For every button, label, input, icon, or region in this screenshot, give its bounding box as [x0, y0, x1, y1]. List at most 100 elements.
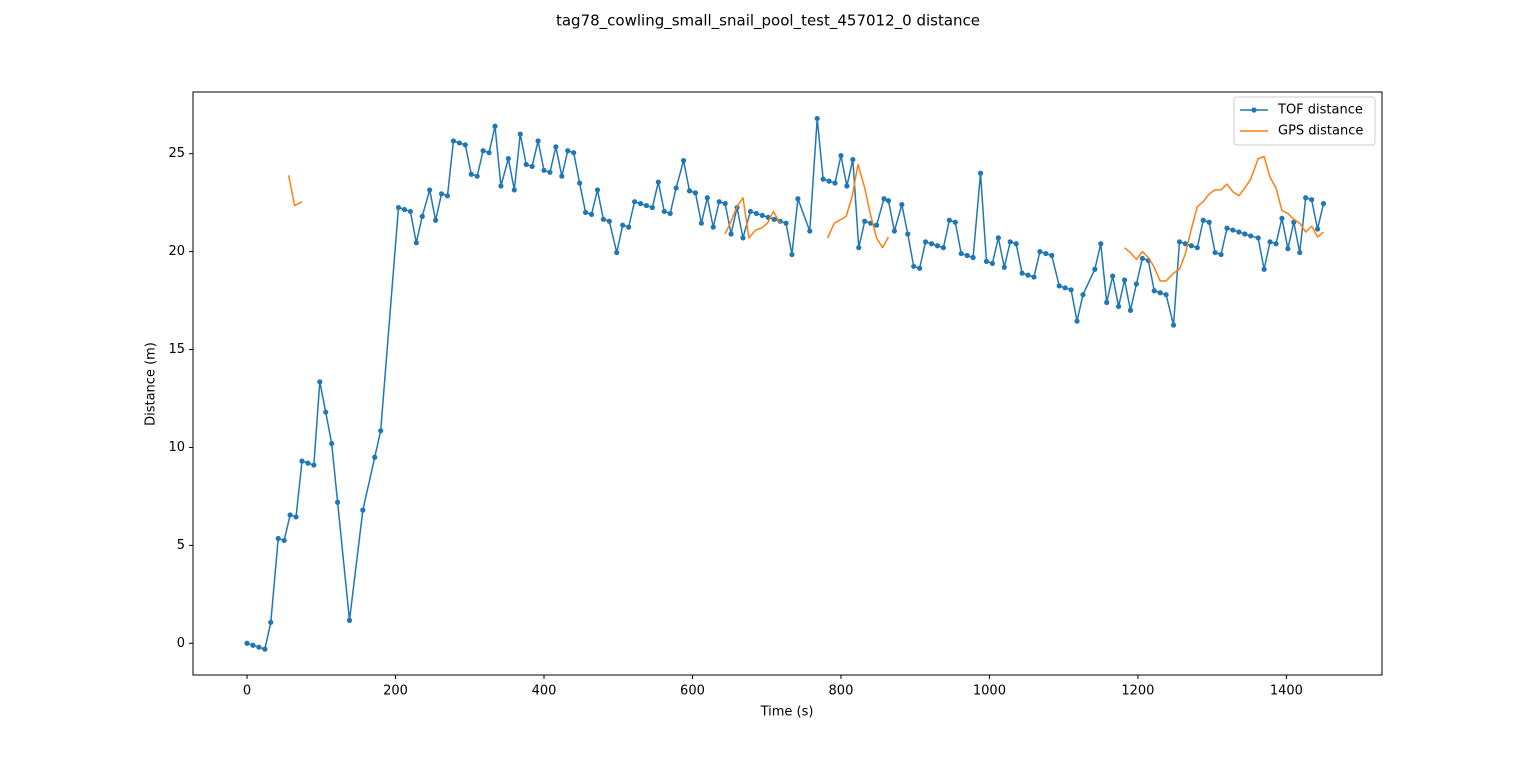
legend-box	[1233, 96, 1376, 146]
data-line	[287, 155, 1324, 282]
data-point	[964, 252, 970, 259]
data-line	[246, 117, 1325, 650]
data-point	[826, 178, 832, 184]
data-point	[427, 187, 433, 193]
data-point	[814, 115, 820, 122]
data-point	[753, 210, 759, 217]
x-tick-label: 200	[383, 684, 408, 699]
data-point	[1068, 287, 1074, 293]
data-point	[807, 228, 813, 234]
data-point	[413, 240, 419, 246]
x-tick-label: 600	[680, 684, 705, 699]
data-point	[1157, 290, 1163, 296]
data-point	[244, 640, 250, 646]
data-point	[529, 163, 535, 170]
data-point	[1104, 299, 1110, 306]
data-point	[433, 217, 439, 223]
data-point	[456, 140, 462, 146]
data-point	[667, 210, 673, 217]
data-point	[571, 150, 577, 156]
data-point	[517, 131, 523, 137]
data-point	[1133, 281, 1140, 287]
data-point	[1056, 283, 1062, 289]
data-point	[505, 155, 511, 162]
data-point	[1025, 272, 1031, 278]
data-point	[692, 190, 699, 196]
data-point	[1170, 322, 1177, 328]
y-tick-label: 0	[177, 636, 185, 651]
data-point	[262, 646, 268, 652]
data-point	[620, 222, 626, 228]
data-point	[771, 216, 777, 222]
legend-label: GPS distance	[1278, 124, 1363, 139]
data-point	[594, 187, 601, 193]
y-tick-label: 10	[168, 440, 185, 455]
data-point	[474, 173, 480, 179]
data-point	[1176, 239, 1183, 245]
data-point	[1320, 201, 1327, 207]
data-point	[486, 150, 492, 156]
data-point	[856, 245, 862, 251]
data-point	[468, 171, 474, 177]
data-point	[952, 219, 958, 225]
data-point	[335, 499, 341, 505]
data-point	[1285, 246, 1291, 252]
data-point	[873, 222, 880, 228]
data-point	[1019, 270, 1025, 276]
data-point	[1098, 241, 1104, 247]
data-point	[1031, 274, 1037, 280]
data-point	[850, 156, 856, 163]
data-point	[747, 208, 753, 215]
data-point	[1267, 239, 1273, 245]
data-point	[378, 428, 384, 434]
data-point	[820, 176, 826, 182]
data-point	[958, 250, 964, 257]
data-point	[1194, 245, 1200, 251]
data-point	[716, 199, 722, 205]
x-tick-label: 400	[532, 684, 557, 699]
data-point	[438, 191, 445, 197]
data-point	[940, 245, 947, 251]
data-point	[970, 254, 976, 261]
data-point	[311, 462, 317, 468]
data-point	[577, 180, 583, 186]
data-point	[1224, 225, 1230, 231]
data-point	[1279, 215, 1285, 221]
data-point	[407, 208, 413, 215]
data-point	[559, 173, 565, 179]
data-point	[498, 183, 504, 189]
data-point	[1080, 292, 1086, 298]
data-point	[268, 619, 274, 625]
data-point	[1309, 197, 1315, 203]
data-point	[922, 239, 929, 245]
data-point	[1127, 307, 1134, 313]
data-point	[1297, 249, 1303, 256]
data-point	[1121, 277, 1128, 283]
data-point	[250, 642, 256, 648]
data-point	[293, 514, 299, 520]
data-point	[844, 183, 850, 189]
data-point	[983, 258, 990, 264]
data-point	[346, 617, 353, 623]
data-point	[1200, 217, 1206, 223]
data-point	[686, 188, 693, 194]
data-point	[317, 379, 323, 385]
x-tick-label: 1000	[973, 684, 1006, 699]
data-point	[401, 206, 408, 213]
data-point	[881, 196, 887, 202]
data-point	[1049, 252, 1055, 259]
data-point	[946, 217, 952, 223]
data-point	[535, 138, 541, 144]
data-point	[885, 198, 892, 204]
data-point	[1188, 243, 1194, 249]
data-point	[673, 185, 679, 191]
data-point	[287, 512, 293, 518]
data-point	[547, 169, 553, 175]
data-point	[511, 187, 517, 193]
data-point	[1001, 264, 1007, 270]
legend-marker	[1251, 107, 1257, 113]
data-point	[789, 251, 795, 258]
data-point	[832, 180, 838, 186]
data-point	[1163, 292, 1169, 298]
data-point	[565, 148, 571, 154]
